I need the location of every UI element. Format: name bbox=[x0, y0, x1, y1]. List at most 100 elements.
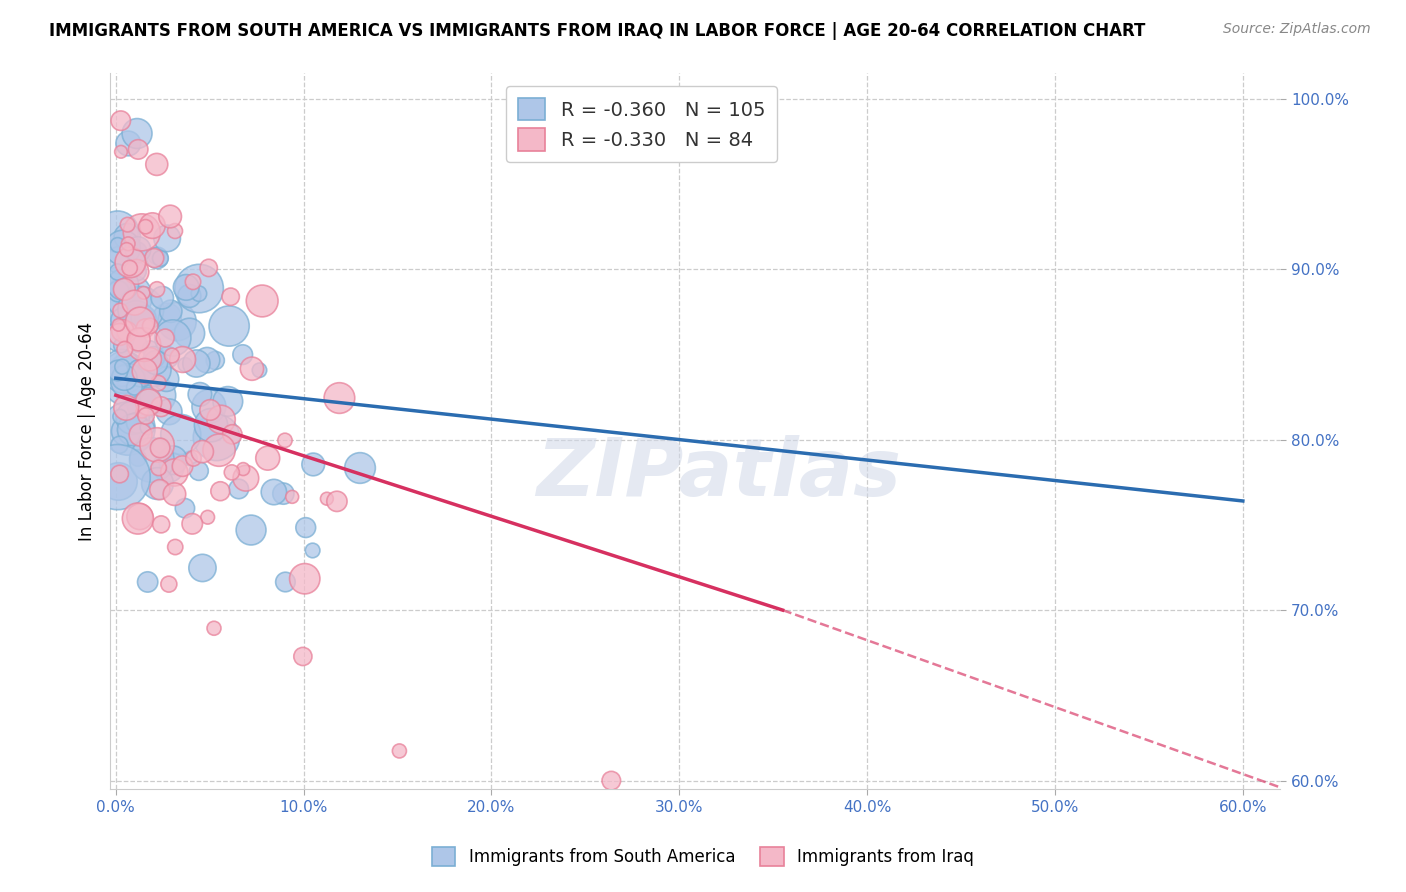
Immigrants from South America bbox=[159, 304, 181, 318]
Immigrants from Iraq bbox=[326, 494, 349, 508]
Immigrants from Iraq bbox=[149, 483, 172, 497]
Immigrants from South America bbox=[195, 353, 218, 368]
Immigrants from South America bbox=[124, 320, 146, 334]
Immigrants from Iraq bbox=[328, 391, 350, 405]
Immigrants from South America bbox=[129, 366, 152, 380]
Immigrants from South America bbox=[174, 280, 197, 294]
Text: Source: ZipAtlas.com: Source: ZipAtlas.com bbox=[1223, 22, 1371, 37]
Immigrants from Iraq bbox=[159, 210, 181, 224]
Immigrants from Iraq bbox=[600, 773, 623, 788]
Immigrants from South America bbox=[115, 374, 138, 388]
Text: IMMIGRANTS FROM SOUTH AMERICA VS IMMIGRANTS FROM IRAQ IN LABOR FORCE | AGE 20-64: IMMIGRANTS FROM SOUTH AMERICA VS IMMIGRA… bbox=[49, 22, 1146, 40]
Immigrants from Iraq bbox=[107, 318, 129, 332]
Immigrants from Iraq bbox=[148, 460, 170, 475]
Immigrants from Iraq bbox=[250, 293, 273, 308]
Immigrants from South America bbox=[136, 574, 159, 589]
Immigrants from Iraq bbox=[134, 364, 156, 378]
Immigrants from Iraq bbox=[150, 400, 173, 414]
Immigrants from Iraq bbox=[221, 427, 243, 442]
Immigrants from South America bbox=[125, 127, 148, 141]
Immigrants from Iraq bbox=[115, 325, 138, 339]
Immigrants from South America bbox=[146, 251, 169, 265]
Immigrants from Iraq bbox=[163, 466, 186, 480]
Immigrants from Iraq bbox=[256, 451, 278, 466]
Immigrants from South America bbox=[124, 380, 146, 394]
Immigrants from South America bbox=[138, 392, 160, 407]
Immigrants from Iraq bbox=[240, 361, 263, 376]
Immigrants from Iraq bbox=[139, 352, 162, 367]
Immigrants from South America bbox=[179, 326, 201, 341]
Immigrants from Iraq bbox=[125, 265, 148, 279]
Immigrants from South America bbox=[127, 243, 149, 257]
Immigrants from Iraq bbox=[209, 412, 232, 426]
Immigrants from South America bbox=[125, 245, 148, 260]
Immigrants from Iraq bbox=[315, 491, 337, 506]
Immigrants from South America bbox=[110, 360, 132, 375]
Immigrants from Iraq bbox=[131, 405, 153, 419]
Immigrants from South America bbox=[117, 374, 139, 388]
Immigrants from South America bbox=[122, 423, 145, 437]
Immigrants from Iraq bbox=[150, 517, 173, 532]
Immigrants from Iraq bbox=[209, 484, 232, 499]
Immigrants from South America bbox=[170, 427, 193, 442]
Immigrants from South America bbox=[111, 277, 134, 292]
Immigrants from South America bbox=[143, 350, 166, 364]
Immigrants from Iraq bbox=[128, 333, 150, 347]
Immigrants from Iraq bbox=[165, 540, 187, 554]
Immigrants from Iraq bbox=[202, 621, 225, 635]
Immigrants from Iraq bbox=[108, 327, 131, 342]
Immigrants from South America bbox=[146, 476, 169, 491]
Immigrants from South America bbox=[124, 312, 146, 326]
Immigrants from Iraq bbox=[160, 349, 183, 363]
Immigrants from South America bbox=[186, 357, 208, 371]
Immigrants from Iraq bbox=[172, 459, 194, 474]
Immigrants from Iraq bbox=[120, 255, 142, 269]
Immigrants from South America bbox=[301, 543, 323, 558]
Immigrants from South America bbox=[179, 289, 201, 303]
Immigrants from Iraq bbox=[141, 219, 163, 233]
Immigrants from South America bbox=[157, 405, 180, 419]
Immigrants from Iraq bbox=[219, 290, 242, 304]
Immigrants from South America bbox=[125, 310, 148, 325]
Immigrants from South America bbox=[156, 351, 179, 365]
Immigrants from Iraq bbox=[135, 219, 157, 234]
Immigrants from Iraq bbox=[172, 352, 194, 367]
Immigrants from Iraq bbox=[388, 744, 411, 758]
Immigrants from Iraq bbox=[115, 401, 138, 415]
Immigrants from South America bbox=[273, 486, 295, 500]
Immigrants from South America bbox=[145, 249, 167, 263]
Immigrants from South America bbox=[156, 231, 179, 245]
Immigrants from Iraq bbox=[181, 516, 204, 531]
Immigrants from Iraq bbox=[127, 511, 149, 525]
Immigrants from South America bbox=[108, 438, 131, 452]
Immigrants from South America bbox=[156, 310, 179, 325]
Immigrants from South America bbox=[132, 310, 155, 325]
Immigrants from South America bbox=[149, 438, 172, 452]
Immigrants from South America bbox=[107, 274, 129, 288]
Immigrants from Iraq bbox=[143, 251, 166, 265]
Immigrants from South America bbox=[228, 482, 250, 496]
Immigrants from Iraq bbox=[129, 315, 152, 329]
Immigrants from Iraq bbox=[128, 509, 150, 524]
Immigrants from Iraq bbox=[146, 157, 169, 171]
Immigrants from Iraq bbox=[111, 324, 134, 338]
Immigrants from South America bbox=[174, 358, 197, 372]
Immigrants from Iraq bbox=[132, 337, 155, 351]
Immigrants from Iraq bbox=[139, 318, 162, 333]
Immigrants from Iraq bbox=[198, 403, 221, 417]
Immigrants from South America bbox=[136, 420, 159, 434]
Immigrants from Iraq bbox=[191, 444, 214, 458]
Immigrants from Iraq bbox=[118, 260, 141, 275]
Immigrants from South America bbox=[149, 252, 172, 266]
Immigrants from South America bbox=[129, 302, 152, 317]
Immigrants from South America bbox=[249, 363, 271, 377]
Immigrants from Iraq bbox=[181, 275, 204, 289]
Immigrants from South America bbox=[112, 371, 135, 385]
Immigrants from Iraq bbox=[134, 321, 156, 335]
Immigrants from South America bbox=[139, 342, 162, 356]
Immigrants from South America bbox=[263, 485, 285, 500]
Immigrants from South America bbox=[127, 337, 149, 351]
Immigrants from Iraq bbox=[148, 376, 170, 390]
Immigrants from South America bbox=[111, 241, 134, 255]
Immigrants from Iraq bbox=[110, 145, 132, 159]
